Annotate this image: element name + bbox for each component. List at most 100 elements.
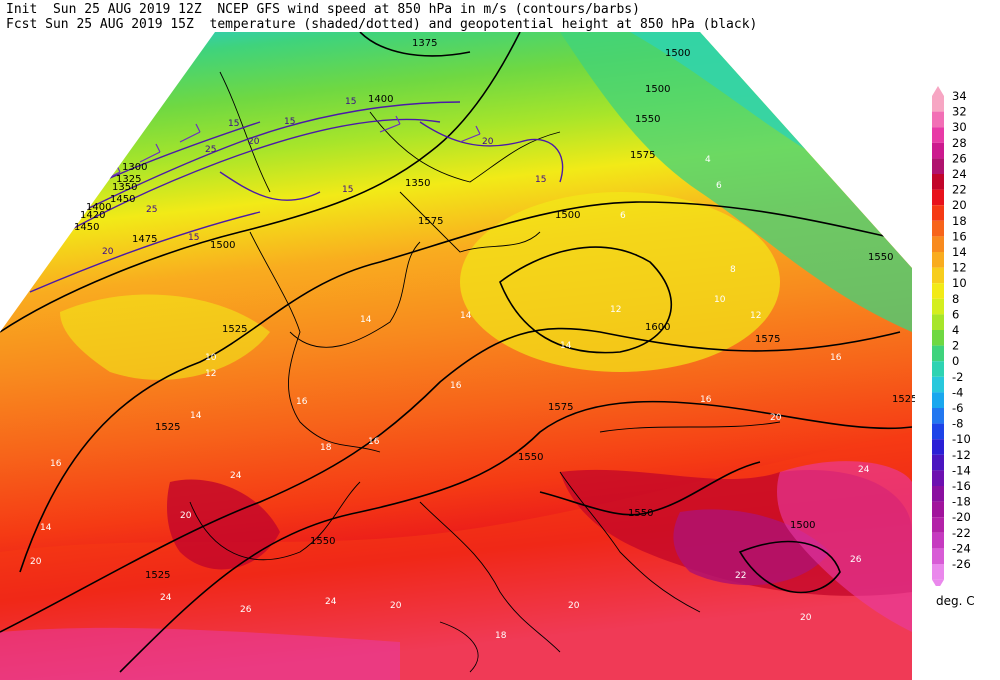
legend-swatch: [932, 439, 944, 455]
temp-label: 16: [296, 397, 308, 407]
wind-label: 15: [284, 117, 295, 127]
height-label: 1325: [116, 174, 141, 185]
temperature-legend: 3432302826242220181614121086420-2-4-6-8-…: [932, 86, 971, 586]
header-init-line: Init Sun 25 AUG 2019 12Z NCEP GFS wind s…: [6, 2, 640, 17]
height-label: 1600: [645, 322, 670, 333]
legend-swatch: [932, 408, 944, 424]
legend-swatch: [932, 454, 944, 471]
wind-label: 15: [188, 233, 199, 243]
height-label: 1500: [555, 210, 580, 221]
legend-label: -24: [952, 541, 971, 555]
temp-label: 6: [620, 211, 626, 221]
legend-swatch: [932, 392, 944, 408]
temp-label: 24: [230, 471, 242, 481]
legend-swatch: [932, 470, 944, 486]
legend-label: -26: [952, 557, 971, 571]
legend-label: -10: [952, 432, 971, 446]
wind-label: 20: [102, 247, 114, 257]
legend-label: -6: [952, 401, 963, 415]
legend-label: 30: [952, 120, 967, 134]
legend-swatch: [932, 298, 944, 315]
legend-label: 26: [952, 151, 967, 165]
legend-swatch: [932, 564, 944, 580]
wind-label: 15: [345, 97, 356, 107]
temp-label: 18: [495, 631, 507, 641]
temp-label: 16: [450, 381, 462, 391]
legend-label: 6: [952, 307, 959, 321]
legend-label: 2: [952, 339, 959, 353]
legend-label: -20: [952, 510, 971, 524]
legend-swatch: [932, 423, 944, 440]
temp-label: 22: [735, 571, 746, 581]
wind-label: 25: [146, 205, 157, 215]
legend-label: -4: [952, 385, 963, 399]
temp-label: 20: [30, 557, 42, 567]
legend-label: 34: [952, 89, 967, 103]
height-label: 1450: [110, 194, 135, 205]
legend-swatch: [932, 330, 944, 346]
legend-label: 32: [952, 105, 967, 119]
temp-label: 12: [750, 311, 761, 321]
height-label: 1500: [645, 84, 670, 95]
height-label: 1500: [665, 48, 690, 59]
temp-label: 14: [560, 341, 572, 351]
wind-speed-labels: 15 15 15 20 25 25 15 20 15 15 20: [102, 97, 546, 257]
height-label: 1550: [310, 536, 335, 547]
legend-label: 18: [952, 214, 967, 228]
height-label: 1525: [145, 570, 170, 581]
temp-label: 12: [205, 369, 216, 379]
legend-swatch: [932, 501, 944, 518]
legend-label: 20: [952, 198, 967, 212]
legend-swatch: [932, 205, 944, 221]
height-label: 1400: [86, 202, 111, 213]
temp-label: 16: [700, 395, 712, 405]
legend-swatch: [932, 548, 944, 564]
temp-label: 16: [368, 437, 380, 447]
europe-850hpa-map: 1375 1500 1500 1550 1575 1500 1575 1500 …: [0, 32, 915, 680]
temp-label: 14: [40, 523, 52, 533]
temp-label: 12: [610, 305, 621, 315]
legend-swatch: [932, 314, 944, 330]
temp-label: 18: [320, 443, 332, 453]
wind-label: 15: [342, 185, 353, 195]
height-label: 1525: [892, 394, 915, 405]
legend-arrow-down: [932, 579, 944, 586]
height-labels: 1375 1500 1500 1550 1575 1500 1575 1500 …: [74, 38, 915, 581]
height-label: 1475: [132, 234, 157, 245]
temp-label: 24: [325, 597, 337, 607]
height-label: 1450: [74, 222, 99, 233]
temp-label: 4: [705, 155, 711, 165]
legend-swatches: [932, 96, 944, 580]
legend-swatch: [932, 361, 944, 377]
legend-label: 12: [952, 261, 967, 275]
wind-label: 15: [535, 175, 546, 185]
temp-label: 14: [360, 315, 372, 325]
temp-label: 24: [160, 593, 172, 603]
legend-label: 16: [952, 229, 967, 243]
legend-label: -8: [952, 417, 963, 431]
height-label: 1350: [112, 182, 137, 193]
legend-labels: 3432302826242220181614121086420-2-4-6-8-…: [952, 89, 971, 571]
legend-label: -22: [952, 526, 971, 540]
legend-swatch: [932, 158, 944, 174]
legend-label: 8: [952, 292, 959, 306]
temp-label: 20: [180, 511, 192, 521]
legend-label: 0: [952, 354, 959, 368]
wind-label: 15: [228, 119, 239, 129]
legend-label: -16: [952, 479, 971, 493]
geopotential-height-contours: [0, 32, 912, 673]
temp-label: 16: [50, 459, 62, 469]
temp-label: 10: [714, 295, 726, 305]
legend-swatch: [932, 532, 944, 549]
legend-swatch: [932, 174, 944, 190]
legend-swatch: [932, 517, 944, 533]
legend-label: -18: [952, 495, 971, 509]
height-label: 1550: [518, 452, 543, 463]
legend-label: 22: [952, 183, 967, 197]
legend-swatch: [932, 142, 944, 159]
temp-label: 20: [770, 413, 782, 423]
height-label: 1400: [368, 94, 393, 105]
wind-label: 25: [205, 145, 216, 155]
legend-label: -14: [952, 463, 971, 477]
legend-swatch: [932, 236, 944, 252]
